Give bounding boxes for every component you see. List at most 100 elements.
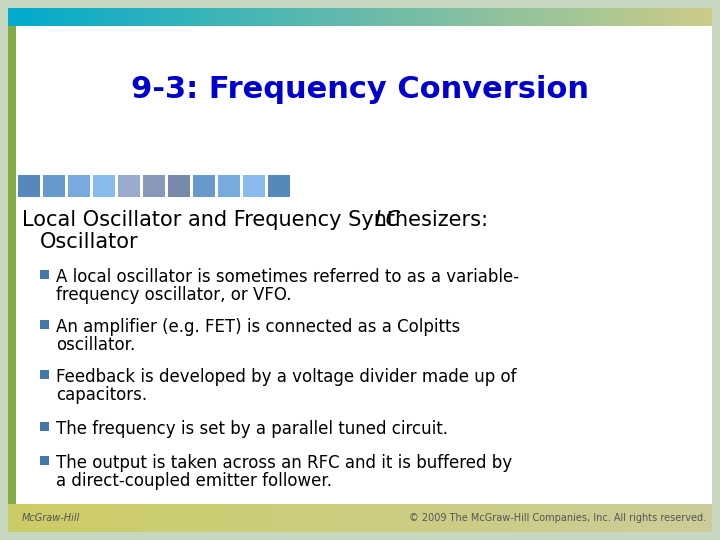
Bar xyxy=(649,504,652,532)
Bar xyxy=(434,8,438,26)
Bar xyxy=(660,504,662,532)
Bar xyxy=(145,504,149,532)
Bar xyxy=(515,8,518,26)
Bar xyxy=(406,504,409,532)
Text: Feedback is developed by a voltage divider made up of: Feedback is developed by a voltage divid… xyxy=(56,368,516,386)
Bar xyxy=(32,504,36,532)
Bar xyxy=(193,175,215,197)
Bar xyxy=(244,8,248,26)
Bar xyxy=(402,504,406,532)
Bar xyxy=(107,504,110,532)
Bar xyxy=(472,504,476,532)
Bar xyxy=(652,504,656,532)
Bar xyxy=(367,8,371,26)
Bar xyxy=(297,504,300,532)
Text: The output is taken across an RFC and it is buffered by: The output is taken across an RFC and it… xyxy=(56,454,512,472)
Bar xyxy=(529,8,533,26)
Bar xyxy=(680,8,684,26)
Bar xyxy=(209,8,212,26)
Bar xyxy=(258,8,261,26)
Bar xyxy=(181,504,184,532)
Bar xyxy=(194,8,198,26)
Bar xyxy=(226,8,230,26)
Bar xyxy=(451,8,455,26)
Bar xyxy=(476,8,480,26)
Bar xyxy=(191,504,194,532)
Bar xyxy=(50,8,54,26)
Bar xyxy=(166,8,170,26)
Bar xyxy=(413,8,416,26)
Bar xyxy=(705,504,708,532)
Bar xyxy=(71,8,75,26)
Bar xyxy=(656,504,660,532)
Bar xyxy=(75,504,78,532)
Bar xyxy=(300,504,304,532)
Bar xyxy=(585,504,589,532)
Bar xyxy=(138,8,142,26)
Bar xyxy=(624,504,628,532)
Bar xyxy=(12,504,15,532)
Bar xyxy=(209,504,212,532)
Bar xyxy=(684,8,688,26)
Bar xyxy=(628,504,631,532)
Bar xyxy=(321,8,325,26)
Bar xyxy=(43,504,47,532)
Bar xyxy=(237,8,240,26)
Bar xyxy=(254,8,258,26)
Bar xyxy=(198,8,202,26)
Bar xyxy=(336,504,339,532)
Bar xyxy=(518,8,522,26)
Bar xyxy=(490,504,494,532)
Bar xyxy=(159,504,163,532)
Bar xyxy=(233,8,237,26)
Bar xyxy=(212,504,216,532)
Text: Oscillator: Oscillator xyxy=(40,232,139,252)
Text: oscillator.: oscillator. xyxy=(56,336,135,354)
Bar xyxy=(480,504,483,532)
Bar xyxy=(143,175,165,197)
Bar xyxy=(353,8,356,26)
Bar xyxy=(307,8,311,26)
Bar xyxy=(466,8,469,26)
Bar xyxy=(533,8,536,26)
Bar xyxy=(117,504,121,532)
Bar xyxy=(156,504,159,532)
Bar xyxy=(444,8,448,26)
Bar xyxy=(698,8,701,26)
Bar xyxy=(269,504,272,532)
Bar xyxy=(19,8,22,26)
Bar xyxy=(205,504,209,532)
Bar xyxy=(40,370,49,379)
Bar xyxy=(688,504,691,532)
Bar xyxy=(575,504,578,532)
Bar xyxy=(578,8,582,26)
Bar xyxy=(406,8,409,26)
Bar xyxy=(448,504,451,532)
Bar xyxy=(68,504,71,532)
Bar xyxy=(349,8,353,26)
Bar xyxy=(550,504,554,532)
Bar xyxy=(501,504,504,532)
Bar xyxy=(26,8,29,26)
Bar xyxy=(230,8,233,26)
Bar xyxy=(413,504,416,532)
Bar xyxy=(490,8,494,26)
Bar xyxy=(40,320,49,329)
Bar xyxy=(466,504,469,532)
Bar xyxy=(54,8,58,26)
Bar xyxy=(222,504,226,532)
Bar xyxy=(381,504,384,532)
Bar xyxy=(377,504,381,532)
Bar xyxy=(60,504,64,532)
Bar xyxy=(184,504,187,532)
Bar xyxy=(149,504,153,532)
Bar xyxy=(501,8,504,26)
Bar xyxy=(93,175,115,197)
Bar xyxy=(54,504,58,532)
Bar xyxy=(511,504,515,532)
Bar xyxy=(606,8,610,26)
Bar xyxy=(666,504,670,532)
Bar xyxy=(617,504,621,532)
Bar xyxy=(82,504,86,532)
Bar xyxy=(459,504,462,532)
